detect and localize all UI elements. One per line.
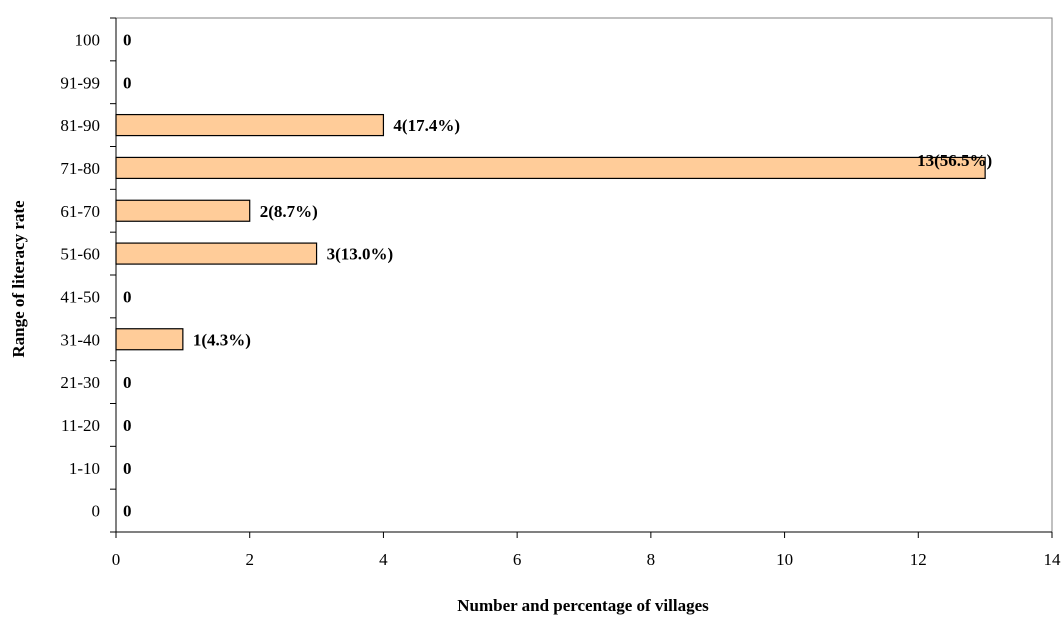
data-label: 13(56.5%) <box>917 151 992 170</box>
data-label: 0 <box>123 30 132 49</box>
data-label: 3(13.0%) <box>327 245 394 264</box>
x-tick-label: 10 <box>776 550 793 569</box>
data-label: 0 <box>123 73 132 92</box>
bar <box>115 242 318 265</box>
x-tick-label: 14 <box>1044 550 1062 569</box>
x-tick-label: 6 <box>513 550 522 569</box>
y-tick-label: 61-70 <box>60 202 100 221</box>
x-tick-label: 4 <box>379 550 388 569</box>
bar <box>115 156 986 180</box>
data-label: 0 <box>123 373 132 392</box>
y-tick-label: 51-60 <box>60 245 100 264</box>
y-axis-title: Range of literacy rate <box>9 200 28 358</box>
plot-frame <box>115 17 1053 533</box>
y-tick-label: 81-90 <box>60 116 100 135</box>
y-tick-label: 0 <box>92 502 101 521</box>
x-tick-label: 8 <box>647 550 656 569</box>
bar <box>115 113 385 137</box>
y-tick-label: 21-30 <box>60 373 100 392</box>
data-label: 0 <box>123 459 132 478</box>
plot-area: 0 2 4 6 8 10 12 14 0 0 1-10 0 11-20 0 21-30 0 31-40 1(4.3… <box>60 17 1062 569</box>
y-tick-label: 1-10 <box>69 459 100 478</box>
bar <box>115 328 184 351</box>
x-tick-label: 12 <box>910 550 927 569</box>
y-tick-label: 91-99 <box>60 73 100 92</box>
y-tick-label: 31-40 <box>60 330 100 349</box>
x-tick-label: 2 <box>245 550 254 569</box>
y-tick-label: 41-50 <box>60 287 100 306</box>
y-tick-label: 11-20 <box>61 416 100 435</box>
data-label: 1(4.3%) <box>193 330 251 349</box>
data-label: 2(8.7%) <box>260 202 318 221</box>
data-label: 4(17.4%) <box>393 116 460 135</box>
y-tick-label: 71-80 <box>60 159 100 178</box>
data-label: 0 <box>123 502 132 521</box>
bar <box>115 199 251 222</box>
data-label: 0 <box>123 416 132 435</box>
data-label: 0 <box>123 287 132 306</box>
y-tick-label: 100 <box>75 30 101 49</box>
x-axis-title: Number and percentage of villages <box>457 596 709 615</box>
x-tick-label: 0 <box>112 550 121 569</box>
